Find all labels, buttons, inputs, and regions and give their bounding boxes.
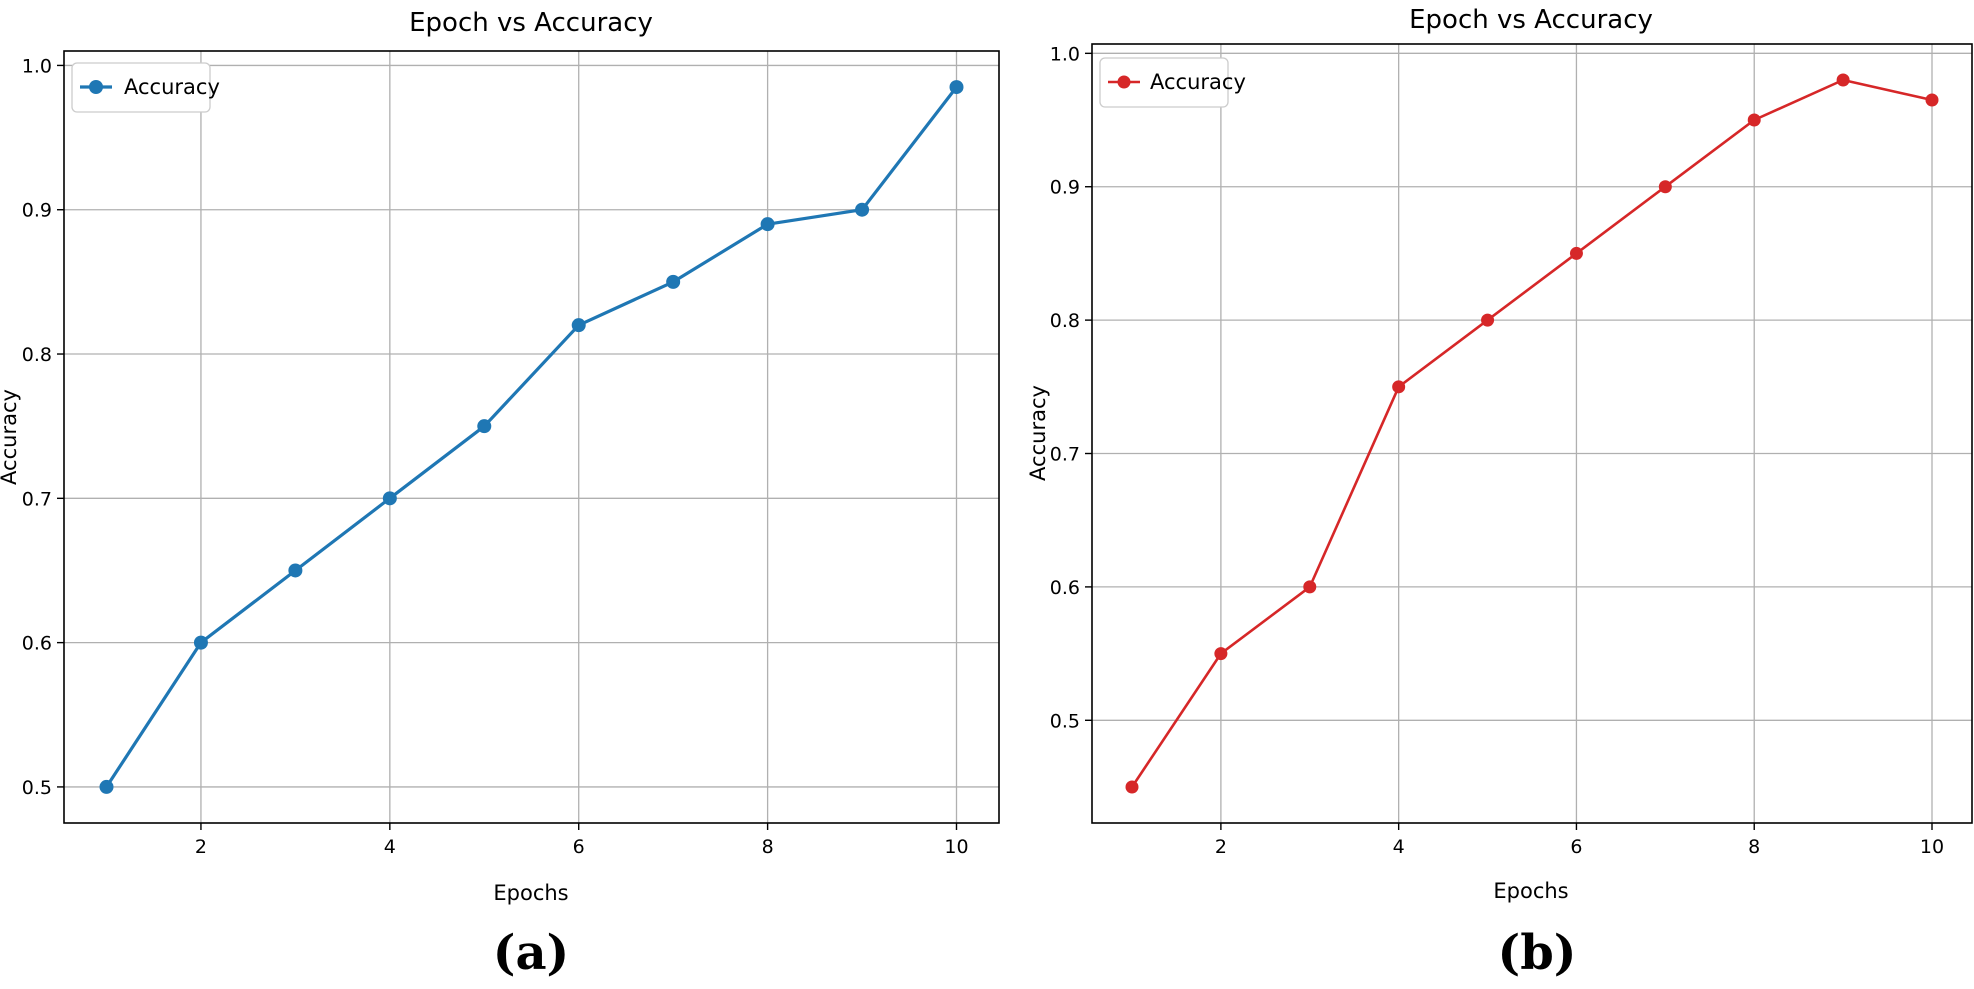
x-tick-label: 2 xyxy=(195,836,207,858)
series-line xyxy=(105,86,958,788)
y-tick-label: 0.7 xyxy=(1050,444,1080,466)
panel-label-b: (b) xyxy=(1498,925,1577,981)
series-group xyxy=(99,80,964,794)
y-tick-label: 1.0 xyxy=(22,55,52,77)
legend: Accuracy xyxy=(1099,57,1246,108)
legend-box xyxy=(71,62,211,113)
chart-title: Epoch vs Accuracy xyxy=(409,8,653,38)
x-axis-label: Epochs xyxy=(493,881,568,905)
data-point xyxy=(1569,246,1583,260)
x-tick-label: 10 xyxy=(944,836,968,858)
chart-title: Epoch vs Accuracy xyxy=(1409,5,1653,35)
grid xyxy=(64,51,999,823)
y-tick-label: 0.6 xyxy=(1050,577,1080,599)
y-axis-label: Accuracy xyxy=(0,389,21,485)
data-point xyxy=(1925,93,1939,107)
y-tick-label: 0.7 xyxy=(22,488,52,510)
data-point xyxy=(949,80,964,95)
plot-frame xyxy=(1091,43,1973,824)
y-tick-label: 0.8 xyxy=(22,344,52,366)
x-tick-label: 8 xyxy=(1748,836,1760,858)
data-point xyxy=(1392,380,1406,394)
data-point xyxy=(1658,180,1672,194)
x-axis-label: Epochs xyxy=(1493,879,1568,903)
legend: Accuracy xyxy=(71,62,220,113)
legend-label: Accuracy xyxy=(1150,70,1246,94)
grid xyxy=(1092,44,1972,823)
data-point xyxy=(1747,113,1761,127)
y-axis-label: Accuracy xyxy=(1026,385,1050,481)
legend-box xyxy=(1099,57,1229,108)
data-point xyxy=(1481,313,1495,327)
x-tick-label: 4 xyxy=(384,836,396,858)
ticks: 2 4 6 8 10 0.5 0.6 0.7 0.8 0.9 1.0 xyxy=(1050,43,1944,858)
x-tick-label: 2 xyxy=(1215,836,1227,858)
y-tick-label: 0.6 xyxy=(22,633,52,655)
data-point xyxy=(760,217,775,232)
y-tick-label: 0.9 xyxy=(22,200,52,222)
ticks: 2 4 6 8 10 0.5 0.6 0.7 0.8 0.9 1.0 xyxy=(22,55,969,858)
x-tick-label: 6 xyxy=(1570,836,1582,858)
data-point xyxy=(477,419,492,434)
legend-label: Accuracy xyxy=(124,75,220,99)
y-tick-label: 0.5 xyxy=(22,777,52,799)
y-tick-label: 0.9 xyxy=(1050,177,1080,199)
series-line xyxy=(1130,78,1933,788)
data-point xyxy=(666,274,681,289)
x-tick-label: 6 xyxy=(573,836,585,858)
data-point xyxy=(1214,647,1228,661)
x-tick-label: 4 xyxy=(1393,836,1405,858)
data-point xyxy=(1303,580,1317,594)
plot-frame xyxy=(63,50,1000,824)
y-tick-label: 0.5 xyxy=(1050,710,1080,732)
y-tick-label: 1.0 xyxy=(1050,43,1080,65)
data-point xyxy=(382,491,397,506)
data-point xyxy=(855,202,870,217)
x-tick-label: 10 xyxy=(1920,836,1944,858)
series-group xyxy=(1125,73,1939,794)
chart-panel-b: Epoch vs Accuracy 2 4 6 8 10 0.5 0.6 0.7 0.8 0.9 1… xyxy=(1026,5,1973,981)
data-point xyxy=(193,635,208,650)
legend-marker-icon xyxy=(1117,75,1131,89)
data-point xyxy=(1836,73,1850,87)
data-point xyxy=(288,563,303,578)
data-point xyxy=(1125,780,1139,794)
panel-label-a: (a) xyxy=(493,925,570,981)
legend-marker-icon xyxy=(89,80,103,94)
chart-panel-a: Epoch vs Accuracy 2 4 6 8 10 0.5 0.6 0.7 0.8 0.9 1… xyxy=(0,8,1000,981)
data-point xyxy=(99,779,114,794)
y-tick-label: 0.8 xyxy=(1050,310,1080,332)
data-point xyxy=(571,318,586,333)
x-tick-label: 8 xyxy=(762,836,774,858)
